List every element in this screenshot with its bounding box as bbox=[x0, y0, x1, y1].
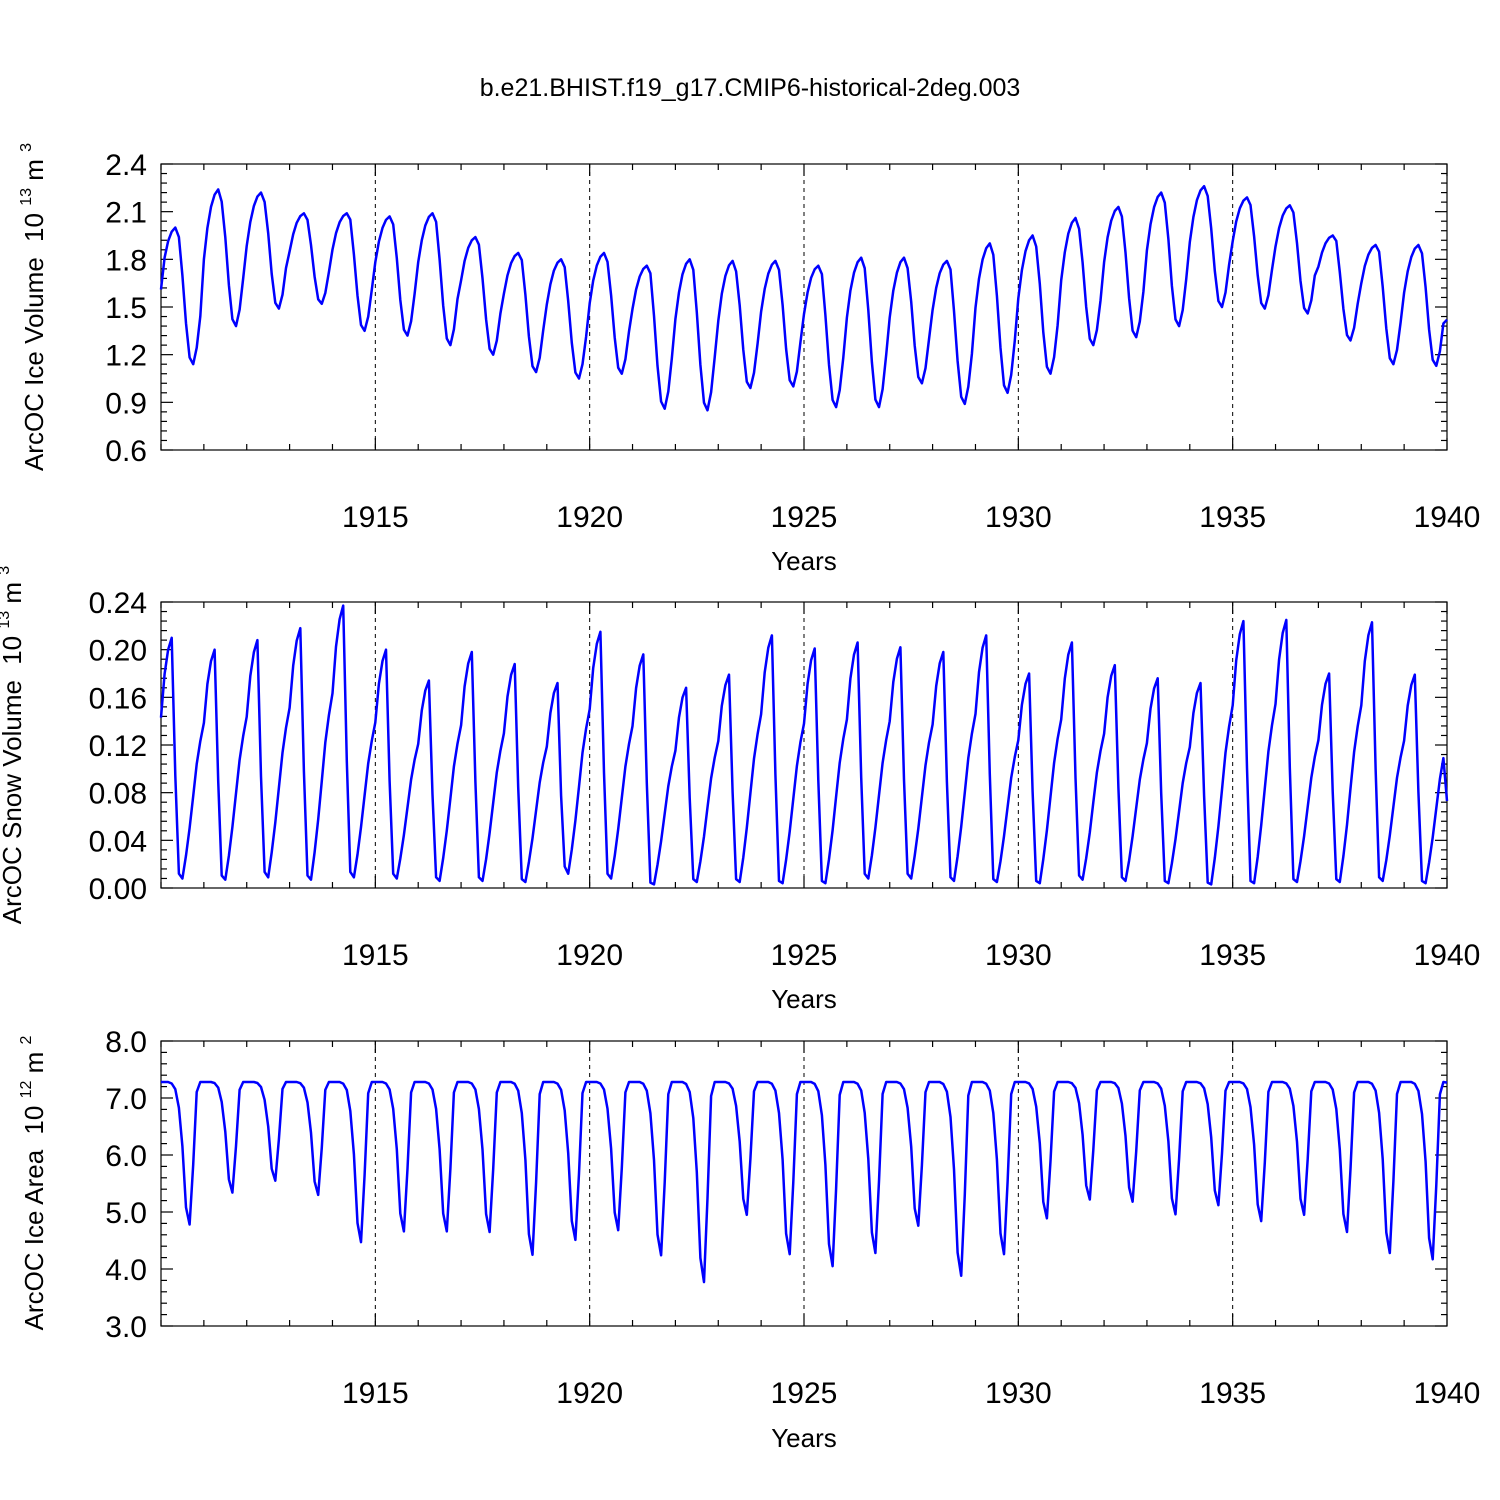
y-tick-label: 1.5 bbox=[105, 292, 147, 325]
y-axis-label-text: ArcOC Snow Volume bbox=[0, 680, 27, 924]
y-tick-label: 0.08 bbox=[89, 778, 147, 811]
y-tick-labels: 0.6 0.9 1.2 1.5 1.8 2.1 2.4 bbox=[105, 149, 147, 468]
y-tick-label: 1.8 bbox=[105, 244, 147, 277]
tick-marks bbox=[160, 1040, 1448, 1327]
panel-ice-volume: 0.60.91.21.51.82.12.4 1915 1920 1925 1930 19… bbox=[7, 143, 1480, 576]
x-tick-label-1930: 1930 bbox=[985, 501, 1052, 534]
y-tick-label: 0.04 bbox=[89, 825, 147, 858]
x-tick-label-1935: 1935 bbox=[1199, 501, 1266, 534]
y-tick-label: 6.0 bbox=[105, 1140, 147, 1173]
y-tick-label: 2.4 bbox=[105, 149, 147, 182]
y-tick-label: 3.0 bbox=[105, 1311, 147, 1344]
x-tick-labels: 1915 1920 1925 1930 1935 1940 bbox=[342, 1377, 1480, 1410]
y-axis-label: ArcOC Ice Volume 10 13 m 3 bbox=[7, 143, 49, 471]
x-tick-labels: 1915 1920 1925 1930 1935 1940 bbox=[342, 501, 1480, 534]
y-tick-label: 7.0 bbox=[105, 1083, 147, 1116]
y-tick-label: 0.16 bbox=[89, 682, 147, 715]
y-axis-unit-power: 3 bbox=[0, 566, 13, 575]
x-tick-labels: 1915 1920 1925 1930 1935 1940 bbox=[342, 939, 1480, 972]
grid-lines bbox=[374, 1041, 1234, 1326]
y-tick-label: 0.6 bbox=[105, 435, 147, 468]
tick-marks bbox=[160, 163, 1448, 451]
x-tick-label-1930: 1930 bbox=[985, 939, 1052, 972]
y-axis-unit-prefix: 10 bbox=[0, 636, 27, 665]
x-tick-label-1925: 1925 bbox=[771, 939, 838, 972]
y-tick-label: 8.0 bbox=[105, 1026, 147, 1059]
tick-marks bbox=[160, 601, 1448, 889]
y-tick-labels: 0.00 0.04 0.08 0.12 0.16 0.20 0.24 bbox=[89, 587, 147, 906]
y-axis-unit-prefix: 10 bbox=[19, 1106, 49, 1135]
y-tick-label: 0.00 bbox=[89, 873, 147, 906]
x-tick-label-1935: 1935 bbox=[1199, 939, 1266, 972]
y-axis-label-text: ArcOC Ice Area bbox=[19, 1149, 49, 1330]
y-axis-unit-power: 2 bbox=[18, 1035, 35, 1044]
x-tick-label-1915: 1915 bbox=[342, 501, 409, 534]
x-tick-label-1920: 1920 bbox=[556, 1377, 623, 1410]
y-tick-label: 2.1 bbox=[105, 197, 147, 230]
chart-title: b.e21.BHIST.f19_g17.CMIP6-historical-2de… bbox=[480, 74, 1021, 102]
y-axis-label: ArcOC Ice Area 10 12 m 2 bbox=[7, 1035, 49, 1330]
y-tick-label: 5.0 bbox=[105, 1197, 147, 1230]
plot-area bbox=[160, 1040, 1448, 1327]
x-tick-label-1940: 1940 bbox=[1414, 501, 1481, 534]
x-tick-label-1920: 1920 bbox=[556, 501, 623, 534]
grid-lines bbox=[374, 602, 1234, 888]
y-tick-label: 0.12 bbox=[89, 730, 147, 763]
ice-area-series-line bbox=[161, 1080, 1448, 1284]
y-tick-label: 0.24 bbox=[89, 587, 147, 620]
y-axis-unit-exponent: 13 bbox=[18, 188, 35, 206]
plot-area bbox=[159, 601, 1449, 889]
y-axis-unit-base: m bbox=[0, 582, 27, 604]
x-axis-label: Years bbox=[771, 546, 837, 576]
y-tick-label: 0.20 bbox=[89, 635, 147, 668]
y-tick-label: 4.0 bbox=[105, 1254, 147, 1287]
x-tick-label-1940: 1940 bbox=[1414, 1377, 1481, 1410]
y-axis-label: ArcOC Snow Volume 10 13 m 3 bbox=[0, 566, 27, 925]
panel-snow-volume: 0.00 0.04 0.08 0.12 0.16 0.20 0.24 1915 1920 192… bbox=[0, 566, 1480, 1014]
x-tick-label-1930: 1930 bbox=[985, 1377, 1052, 1410]
y-axis-unit-base: m bbox=[19, 1052, 49, 1074]
x-tick-label-1920: 1920 bbox=[556, 939, 623, 972]
ice-volume-series-line bbox=[159, 184, 1448, 412]
x-tick-label-1915: 1915 bbox=[342, 939, 409, 972]
x-tick-label-1940: 1940 bbox=[1414, 939, 1481, 972]
x-tick-label-1935: 1935 bbox=[1199, 1377, 1266, 1410]
y-tick-label: 0.9 bbox=[105, 387, 147, 420]
y-axis-unit-prefix: 10 bbox=[19, 213, 49, 242]
x-tick-label-1925: 1925 bbox=[771, 1377, 838, 1410]
x-axis-label: Years bbox=[771, 1423, 837, 1453]
snow-volume-series-line bbox=[159, 604, 1449, 886]
x-axis-label: Years bbox=[771, 984, 837, 1014]
y-tick-labels: 3.0 4.0 5.0 6.0 7.0 8.0 bbox=[105, 1026, 147, 1344]
panel-ice-area: 3.04.05.06.07.08.0 1915 1920 1925 1930 1935 1… bbox=[7, 1026, 1480, 1453]
y-axis-unit-exponent: 13 bbox=[0, 611, 13, 629]
y-axis-unit-exponent: 12 bbox=[18, 1081, 35, 1099]
y-tick-label: 1.2 bbox=[105, 340, 147, 373]
x-tick-label-1925: 1925 bbox=[771, 501, 838, 534]
plot-area bbox=[159, 163, 1448, 451]
y-axis-unit-base: m bbox=[19, 159, 49, 181]
y-axis-label-text: ArcOC Ice Volume bbox=[19, 257, 49, 471]
y-axis-unit-power: 3 bbox=[18, 143, 35, 152]
x-tick-label-1915: 1915 bbox=[342, 1377, 409, 1410]
